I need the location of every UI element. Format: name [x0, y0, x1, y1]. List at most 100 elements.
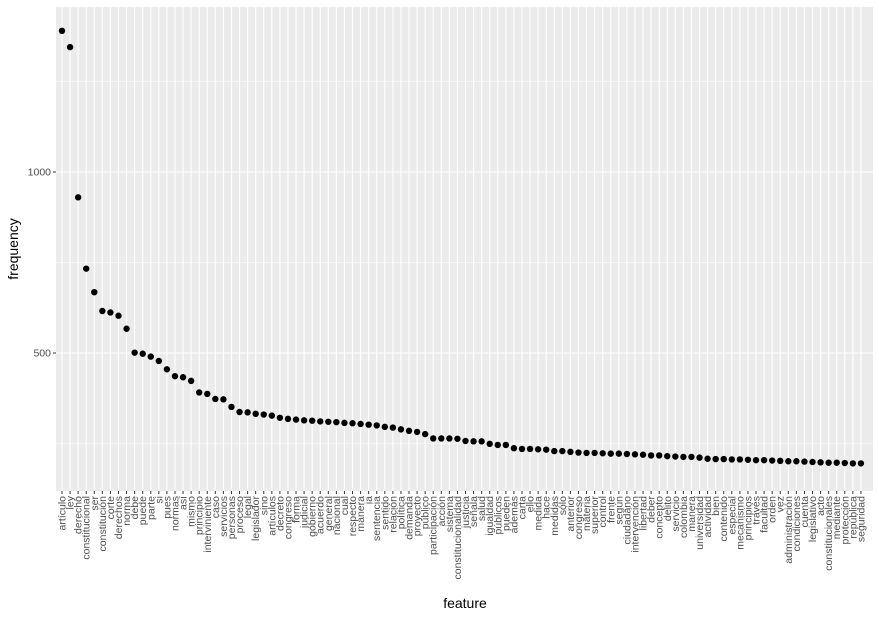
x-tick-label: además — [508, 496, 520, 533]
x-tick-label: deber — [646, 496, 658, 523]
x-tick-label: servicio — [670, 496, 682, 532]
data-point — [768, 457, 776, 464]
x-tick-label: caso — [210, 496, 222, 518]
x-tick-label: derecho — [73, 496, 85, 534]
data-point — [752, 456, 760, 464]
x-tick-label: ia — [363, 496, 375, 504]
data-point — [655, 452, 663, 459]
x-tick-label: sentencia — [371, 496, 383, 541]
data-point — [252, 410, 259, 418]
x-tick-label: servicios — [218, 496, 230, 537]
data-point — [510, 445, 518, 452]
data-point — [349, 420, 356, 427]
data-point — [543, 446, 550, 453]
x-tick-label: medidas — [549, 496, 561, 536]
x-tick-label: universidad — [694, 496, 706, 550]
data-point — [559, 447, 566, 455]
major-gridlines — [56, 7, 873, 491]
x-tick-label: parte — [145, 496, 157, 520]
x-tick-label: especial — [726, 496, 738, 535]
data-point — [849, 460, 857, 467]
data-point — [680, 453, 687, 461]
data-point — [760, 456, 768, 464]
x-tick-label: participación — [428, 496, 440, 555]
data-point — [446, 435, 453, 442]
data-point — [155, 357, 163, 365]
y-tick-label: 500 — [33, 348, 51, 360]
x-tick-label: sentido — [379, 496, 391, 530]
x-tick-label: demanda — [404, 496, 416, 540]
x-tick-label: salud — [476, 496, 488, 521]
x-tick-label: manera — [686, 496, 698, 532]
x-tick-label: frente — [605, 496, 617, 523]
data-point — [131, 349, 138, 356]
data-point — [83, 265, 90, 272]
data-point — [696, 454, 703, 461]
data-point — [583, 449, 590, 457]
x-tick-label: respecto — [347, 496, 359, 536]
y-axis: 500 1000 — [28, 167, 56, 360]
x-tick-label: artículo — [57, 496, 69, 531]
data-point — [607, 450, 614, 457]
x-tick-label: cuenta — [799, 496, 811, 528]
data-point — [333, 418, 340, 426]
x-tick-label: interviniente — [202, 496, 214, 553]
data-point — [518, 445, 526, 453]
x-tick-label: justicia — [460, 496, 472, 529]
data-point — [720, 455, 727, 463]
x-tick-label: corte — [105, 496, 117, 520]
data-point — [171, 372, 179, 380]
data-point — [397, 426, 405, 433]
data-point — [228, 403, 235, 411]
x-tick-label: constitucionales — [823, 496, 835, 571]
x-tick-label: público — [420, 496, 432, 529]
x-tick-label: debe — [129, 496, 141, 520]
y-tick-label: 1000 — [28, 167, 52, 179]
data-point — [292, 416, 300, 423]
data-point — [704, 455, 711, 462]
data-point — [381, 423, 388, 431]
x-tick-label: señala — [468, 496, 480, 527]
data-point — [373, 422, 380, 429]
x-tick-label: gobierno — [307, 496, 319, 537]
x-tick-label: sistema — [444, 496, 456, 532]
data-point — [712, 455, 719, 463]
x-tick-label: proyecto — [412, 496, 424, 536]
data-point — [236, 408, 243, 416]
data-point — [107, 309, 114, 316]
data-point — [438, 435, 445, 442]
x-tick-label: materia — [581, 496, 593, 531]
data-point — [688, 453, 695, 461]
x-tick-label: vez — [775, 496, 787, 512]
data-point — [454, 435, 461, 442]
x-tick-label: protección — [839, 496, 851, 545]
data-point — [179, 374, 187, 381]
data-point — [365, 421, 372, 428]
x-tick-label: acto — [815, 496, 827, 516]
data-point — [664, 452, 671, 460]
data-point — [623, 450, 631, 458]
x-tick-label: medida — [533, 496, 545, 531]
x-tick-label: personas — [226, 496, 238, 539]
data-point — [486, 440, 493, 448]
data-point — [494, 441, 501, 449]
data-point — [462, 437, 469, 445]
x-tick-label: legislativo — [807, 496, 819, 542]
x-tick-label: constitución — [97, 496, 109, 552]
x-tick-label: sólo — [557, 496, 569, 515]
data-point — [163, 366, 171, 373]
data-point — [389, 424, 397, 431]
data-point — [317, 418, 324, 425]
data-point — [801, 458, 808, 465]
data-point — [212, 395, 219, 403]
data-point — [526, 445, 534, 453]
data-point — [591, 449, 598, 457]
data-point — [325, 418, 332, 425]
data-point — [809, 458, 816, 466]
x-tick-label: igualdad — [484, 496, 496, 536]
x-tick-label: si — [153, 496, 165, 504]
x-tick-label: mismo — [186, 496, 198, 527]
data-points — [58, 27, 865, 467]
x-tick-label: colombia — [678, 496, 690, 538]
x-tick-label: derechos — [113, 496, 125, 539]
